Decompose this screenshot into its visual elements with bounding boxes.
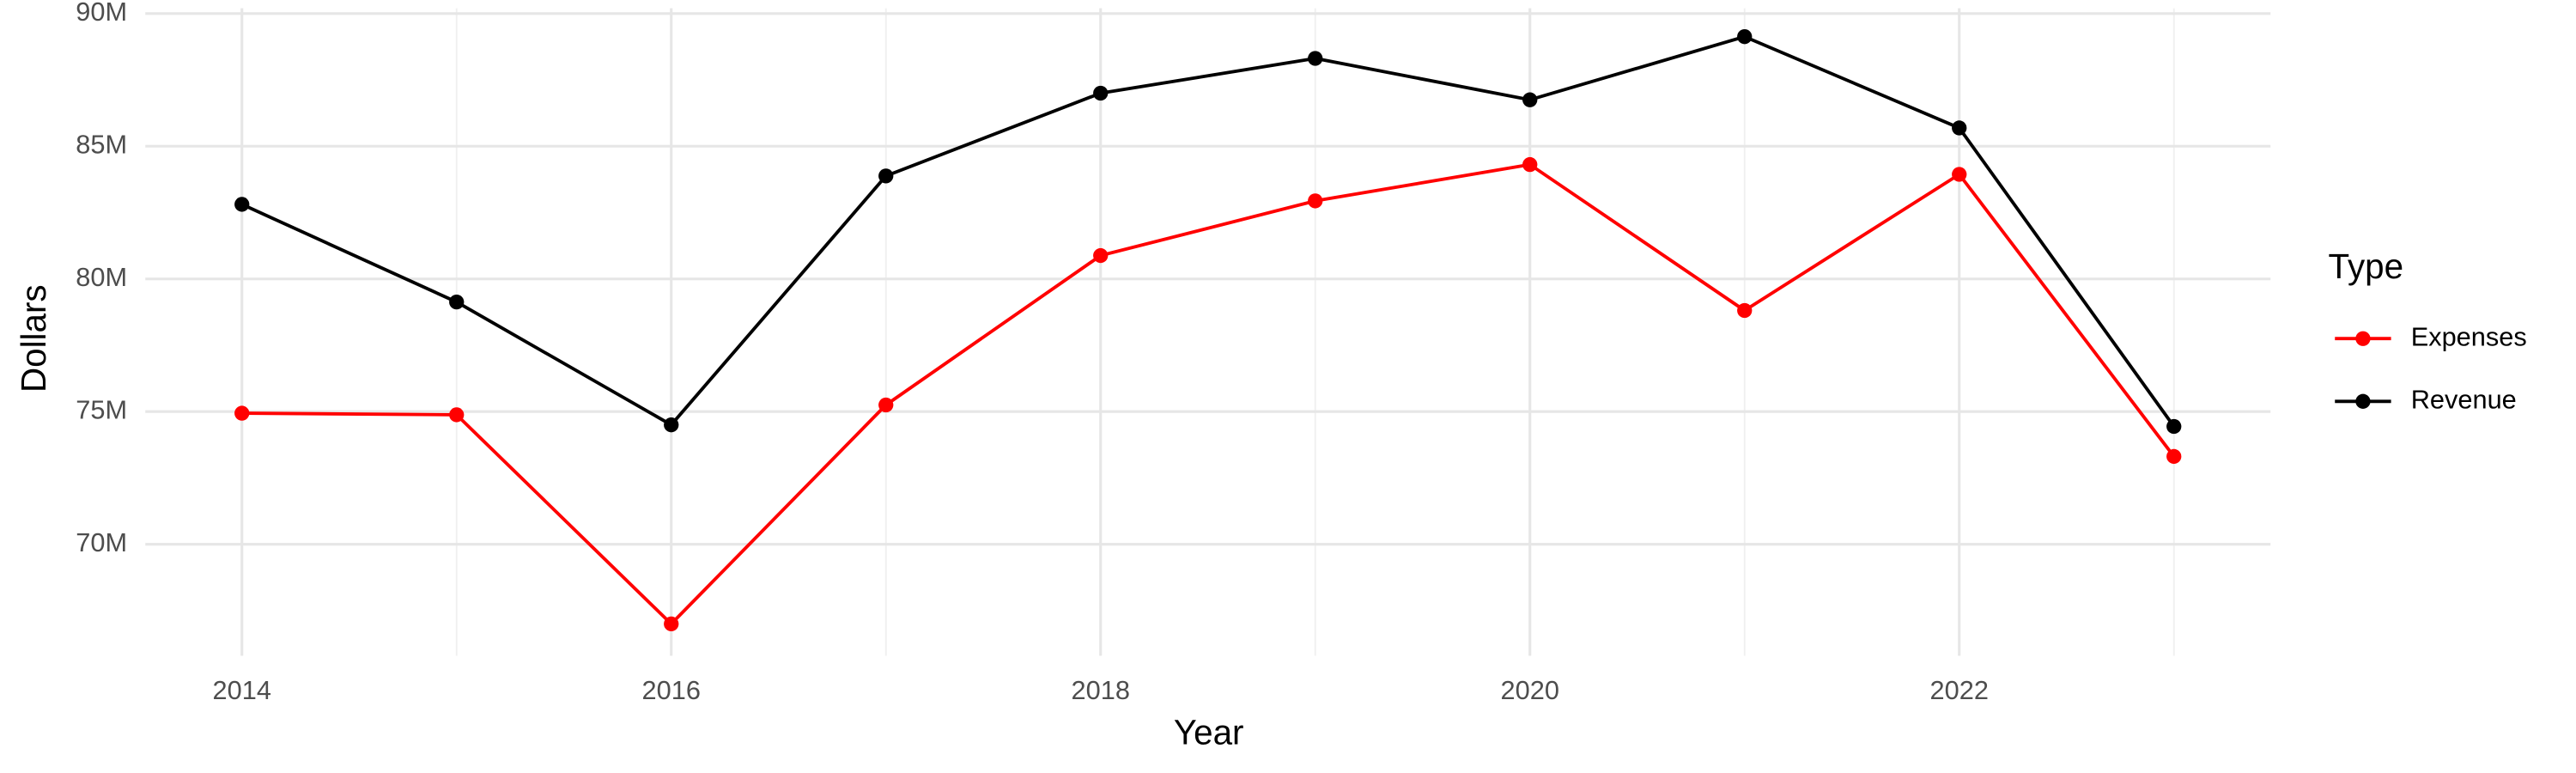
data-point [1952,167,1967,182]
data-point [234,405,250,421]
x-tick-label: 2014 [213,675,271,705]
x-tick-label: 2020 [1501,675,1559,705]
data-point [878,397,894,413]
data-point [2166,448,2182,465]
data-point [234,197,250,212]
data-point [449,294,465,310]
series-line [240,34,2176,428]
data-point [1093,247,1109,264]
legend-label: Revenue [2411,384,2517,414]
x-tick-label: 2016 [642,675,701,705]
series-line [241,162,2176,627]
y-tick-label: 70M [76,527,127,557]
x-axis-title: Year [1174,712,1244,752]
data-point [1522,92,1538,107]
data-point [1952,120,1967,136]
y-tick-label: 80M [76,262,127,292]
legend-label: Expenses [2411,321,2527,351]
y-tick-label: 85M [76,129,127,159]
y-axis-title: Dollars [14,284,53,393]
data-point [449,407,465,423]
data-point [664,417,679,433]
legend-key-point [2355,331,2371,346]
y-tick-label: 75M [76,394,127,424]
data-point [1522,156,1538,173]
legend-key-point [2355,393,2371,409]
data-point [878,168,894,184]
x-tick-label: 2022 [1930,675,1989,705]
data-point [2166,418,2182,435]
data-point [664,616,679,632]
data-point [1308,51,1323,66]
data-point [1737,29,1753,45]
x-tick-label: 2018 [1072,675,1130,705]
y-tick-label: 90M [76,0,127,27]
data-point [1737,302,1753,319]
data-point [1093,85,1109,101]
data-point [1308,193,1323,209]
legend-title: Type [2329,247,2404,286]
